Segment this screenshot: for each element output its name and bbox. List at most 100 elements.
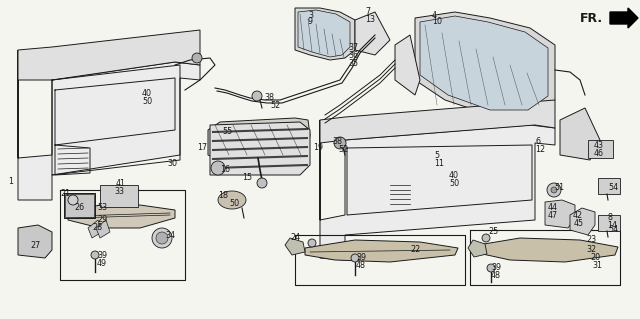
Text: 50: 50 (142, 98, 152, 107)
Text: 33: 33 (114, 188, 124, 197)
Polygon shape (415, 12, 555, 115)
Text: 39: 39 (97, 251, 107, 261)
Text: 12: 12 (535, 145, 545, 154)
Text: 43: 43 (594, 140, 604, 150)
Circle shape (257, 178, 267, 188)
Circle shape (334, 137, 346, 149)
Text: 26: 26 (74, 204, 84, 212)
Text: 15: 15 (242, 173, 252, 182)
Polygon shape (285, 238, 305, 255)
Text: 54: 54 (608, 183, 618, 192)
Polygon shape (68, 205, 175, 228)
Circle shape (252, 91, 262, 101)
Text: 32: 32 (586, 244, 596, 254)
Polygon shape (570, 208, 595, 235)
Text: 29: 29 (97, 216, 108, 225)
Circle shape (482, 234, 490, 242)
Text: 13: 13 (365, 16, 375, 25)
Ellipse shape (218, 191, 246, 209)
Circle shape (487, 264, 495, 272)
Text: 37: 37 (348, 42, 358, 51)
Polygon shape (560, 108, 600, 160)
Text: 18: 18 (218, 191, 228, 201)
Bar (100, 185, 138, 207)
Polygon shape (395, 35, 420, 95)
Text: 23: 23 (586, 235, 596, 244)
Text: 54: 54 (608, 226, 618, 234)
Polygon shape (96, 220, 110, 238)
Text: 27: 27 (30, 241, 40, 249)
Text: 20: 20 (590, 253, 600, 262)
Circle shape (551, 187, 557, 193)
Polygon shape (355, 12, 390, 55)
Polygon shape (478, 238, 618, 262)
Text: 21: 21 (60, 189, 70, 197)
Text: 52: 52 (270, 100, 280, 109)
Polygon shape (18, 30, 200, 80)
Text: 44: 44 (548, 204, 558, 212)
Text: 42: 42 (573, 211, 583, 219)
Text: 4: 4 (432, 11, 437, 19)
Polygon shape (18, 50, 200, 200)
Bar (598, 215, 620, 231)
Polygon shape (545, 200, 575, 228)
Text: 24: 24 (290, 233, 300, 241)
Text: 8: 8 (607, 213, 612, 222)
Text: 19: 19 (313, 144, 323, 152)
Polygon shape (320, 120, 555, 260)
Circle shape (156, 232, 168, 244)
Text: 14: 14 (607, 221, 617, 231)
Text: 50: 50 (449, 179, 459, 188)
Polygon shape (208, 118, 310, 160)
Text: 49: 49 (97, 259, 107, 269)
Text: 7: 7 (365, 8, 370, 17)
Text: 17: 17 (197, 144, 207, 152)
Circle shape (547, 183, 561, 197)
Text: 53: 53 (97, 203, 107, 211)
Text: 16: 16 (220, 166, 230, 174)
Text: 25: 25 (488, 227, 499, 236)
Circle shape (91, 251, 99, 259)
Polygon shape (468, 240, 487, 257)
Polygon shape (210, 122, 310, 175)
Polygon shape (320, 100, 555, 143)
Text: 48: 48 (491, 271, 501, 280)
Polygon shape (305, 240, 458, 262)
Text: 9: 9 (308, 18, 313, 26)
Text: 38: 38 (264, 93, 274, 101)
Text: 31: 31 (592, 261, 602, 270)
Polygon shape (420, 16, 548, 110)
Text: 1: 1 (8, 177, 13, 187)
Bar (65, 194, 94, 217)
Polygon shape (18, 225, 52, 258)
Circle shape (211, 161, 225, 175)
Circle shape (351, 254, 359, 262)
Text: 5: 5 (434, 151, 439, 160)
Polygon shape (295, 8, 355, 60)
Polygon shape (88, 220, 102, 238)
Text: 52: 52 (338, 145, 348, 154)
Text: 50: 50 (229, 199, 239, 209)
Text: 40: 40 (142, 90, 152, 99)
Text: 30: 30 (167, 159, 177, 167)
Text: 11: 11 (434, 159, 444, 167)
Text: FR.: FR. (580, 11, 603, 25)
Text: 6: 6 (535, 137, 540, 146)
Polygon shape (298, 10, 350, 57)
Polygon shape (610, 8, 638, 28)
Text: 48: 48 (356, 262, 366, 271)
Text: 55: 55 (222, 128, 232, 137)
Text: 40: 40 (449, 170, 459, 180)
Text: 39: 39 (491, 263, 501, 272)
Text: 39: 39 (356, 254, 366, 263)
Text: 38: 38 (332, 137, 342, 146)
Text: 41: 41 (116, 179, 126, 188)
Text: 28: 28 (92, 224, 102, 233)
Circle shape (308, 239, 316, 247)
Text: 3: 3 (308, 11, 313, 19)
Circle shape (152, 228, 172, 248)
Text: 46: 46 (594, 149, 604, 158)
Bar (598, 178, 620, 194)
Text: 51: 51 (554, 183, 564, 192)
Text: 45: 45 (574, 219, 584, 228)
